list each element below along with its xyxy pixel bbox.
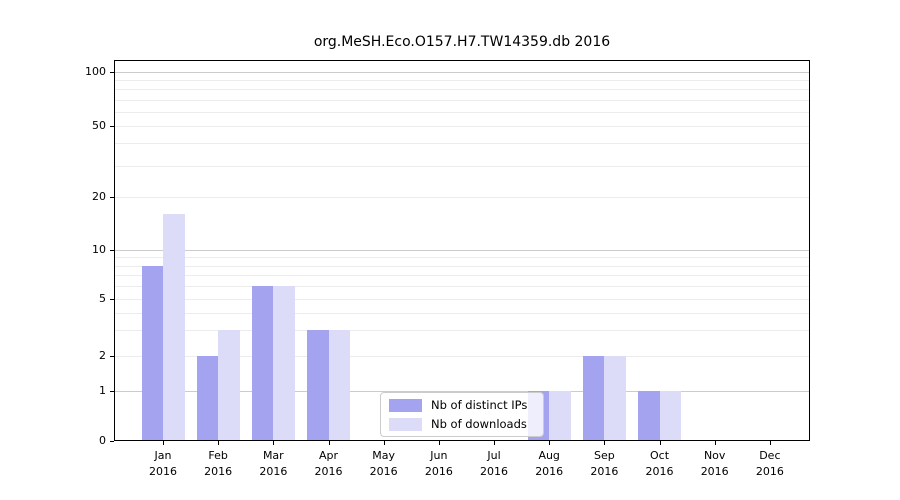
y-tick-mark <box>110 72 114 73</box>
bar-sep-ips <box>582 355 605 441</box>
x-tick-label-sep: Sep 2016 <box>590 449 619 478</box>
minor-gridline <box>114 89 810 91</box>
x-tick-label-nov: Nov 2016 <box>700 449 729 478</box>
x-tick-mark <box>659 441 661 445</box>
bar-jan-ips <box>141 265 163 441</box>
minor-gridline <box>114 265 810 267</box>
major-gridline <box>114 72 810 73</box>
legend-label-distinct-ips: Nb of distinct IPs <box>431 398 528 412</box>
legend-label-downloads: Nb of downloads <box>431 417 527 431</box>
minor-gridline <box>114 111 810 113</box>
y-tick-label: 1 <box>99 384 106 397</box>
minor-gridline <box>114 275 810 277</box>
y-tick-label: 100 <box>85 65 106 78</box>
minor-gridline <box>114 299 810 300</box>
x-tick-mark <box>714 441 716 445</box>
bar-oct-downloads <box>659 391 682 441</box>
x-tick-label-oct: Oct 2016 <box>645 449 674 478</box>
x-tick-label-jul: Jul 2016 <box>480 449 509 478</box>
major-gridline <box>114 391 810 392</box>
major-gridline <box>114 250 810 251</box>
minor-gridline <box>114 99 810 101</box>
x-tick-mark <box>383 441 385 445</box>
bar-feb-ips <box>196 355 219 441</box>
legend-item-downloads: Nb of downloads <box>389 417 535 431</box>
minor-gridline <box>114 80 810 82</box>
minor-gridline <box>114 355 810 357</box>
x-tick-mark <box>494 441 496 445</box>
x-tick-mark <box>218 441 220 445</box>
x-tick-label-jan: Jan 2016 <box>149 449 177 478</box>
bar-mar-downloads <box>273 286 295 441</box>
x-tick-mark <box>273 441 275 445</box>
x-tick-mark <box>328 441 330 445</box>
minor-gridline <box>114 312 810 314</box>
y-tick-label: 5 <box>99 292 106 305</box>
bar-feb-downloads <box>218 330 240 441</box>
y-tick-label: 10 <box>92 243 106 256</box>
x-tick-label-may: May 2016 <box>369 449 398 478</box>
x-tick-mark <box>438 441 440 445</box>
y-tick-label: 2 <box>99 348 106 362</box>
minor-gridline <box>114 165 810 167</box>
y-tick-mark <box>110 250 114 251</box>
bar-apr-ips <box>307 330 329 441</box>
y-tick-mark <box>110 441 114 442</box>
y-tick-mark <box>110 197 114 198</box>
bar-mar-ips <box>251 286 274 441</box>
y-tick-mark <box>110 391 114 392</box>
bar-sep-downloads <box>604 355 626 441</box>
x-tick-label-mar: Mar 2016 <box>259 449 288 478</box>
chart-title: org.MeSH.Eco.O157.H7.TW14359.db 2016 <box>313 34 611 50</box>
y-tick-label: 0 <box>99 434 106 447</box>
legend-swatch-distinct-ips <box>389 398 422 412</box>
minor-gridline <box>114 257 810 259</box>
x-tick-label-dec: Dec 2016 <box>755 449 784 478</box>
x-tick-mark <box>549 441 551 445</box>
minor-gridline <box>114 143 810 145</box>
y-tick-mark <box>110 355 114 357</box>
x-tick-mark <box>769 441 771 445</box>
y-tick-mark <box>110 299 114 300</box>
x-tick-label-aug: Aug 2016 <box>535 449 564 478</box>
minor-gridline <box>114 330 810 332</box>
legend-swatch-downloads <box>389 417 422 431</box>
minor-gridline <box>114 286 810 288</box>
x-tick-label-feb: Feb 2016 <box>204 449 233 478</box>
x-tick-mark <box>163 441 164 445</box>
legend: Nb of distinct IPs Nb of downloads <box>380 392 544 437</box>
bar-jan-downloads <box>163 214 185 441</box>
minor-gridline <box>114 126 810 127</box>
x-tick-mark <box>604 441 606 445</box>
x-tick-label-jun: Jun 2016 <box>424 449 453 478</box>
bar-apr-downloads <box>328 330 350 441</box>
bar-aug-downloads <box>549 391 571 441</box>
y-tick-label: 50 <box>92 119 106 132</box>
plot-area <box>114 60 810 441</box>
minor-gridline <box>114 197 810 198</box>
bar-oct-ips <box>638 391 660 441</box>
y-tick-mark <box>110 126 114 127</box>
x-tick-label-apr: Apr 2016 <box>314 449 343 478</box>
legend-item-distinct-ips: Nb of distinct IPs <box>389 398 535 412</box>
y-tick-label: 20 <box>92 190 106 203</box>
